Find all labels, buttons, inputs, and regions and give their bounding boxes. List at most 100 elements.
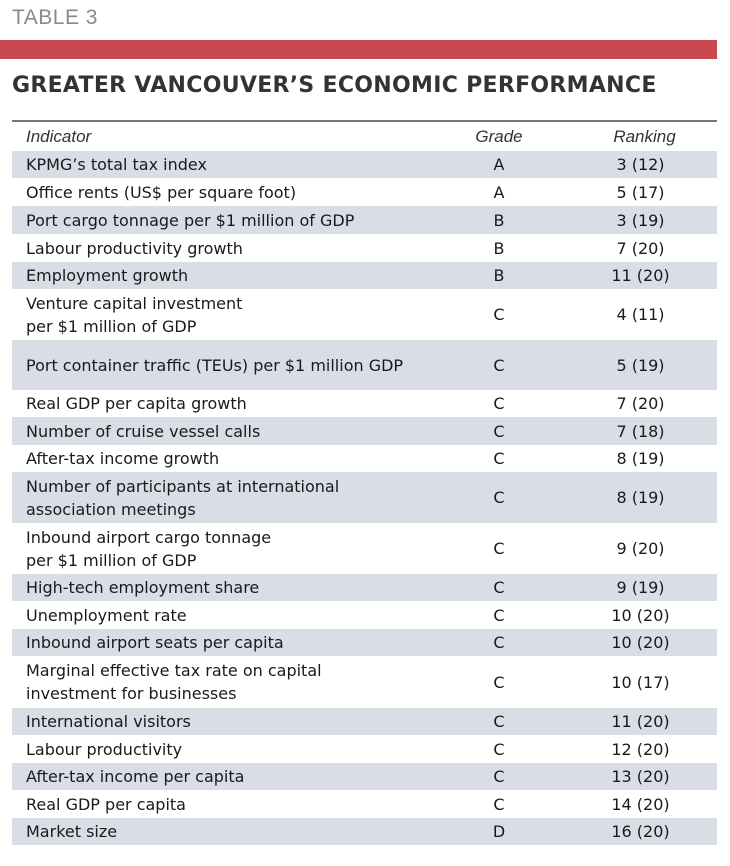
- indicator-line: per $1 million of GDP: [26, 550, 197, 570]
- grade-cell: C: [493, 394, 505, 413]
- ranking-cell: 10 (20): [611, 633, 670, 652]
- grade-cell: C: [493, 305, 505, 324]
- grade-cell: C: [493, 794, 505, 814]
- ranking-cell: 8 (19): [616, 449, 665, 468]
- ranking-cell: 10 (17): [611, 672, 670, 692]
- indicator-cell: Labour productivity growth: [12, 237, 444, 260]
- ranking-cell: 3 (12): [616, 155, 665, 174]
- indicator-line: Real GDP per capita: [26, 794, 186, 814]
- indicator-line: Unemployment rate: [26, 605, 187, 625]
- grade-cell: B: [493, 266, 505, 285]
- table-title: GREATER VANCOUVER’S ECONOMIC PERFORMANCE: [12, 73, 657, 98]
- indicator-cell: Venture capital investment per $1 million…: [12, 292, 444, 338]
- ranking-cell: 9 (19): [616, 578, 665, 597]
- indicator-line: Employment growth: [26, 266, 189, 285]
- table-row: Port container traffic (TEUs) per $1 mil…: [12, 340, 717, 390]
- ranking-cell: 10 (20): [611, 605, 670, 625]
- indicator-line: After-tax income growth: [26, 449, 220, 468]
- indicator-line: KPMG’s total tax index: [26, 155, 207, 174]
- indicator-line: Number of cruise vessel calls: [26, 421, 261, 441]
- indicator-line: investment for businesses: [26, 684, 237, 703]
- ranking-cell: 12 (20): [611, 739, 670, 759]
- indicator-line: Office rents (US$ per square foot): [26, 182, 297, 202]
- table-row: Number of cruise vessel calls C 7 (18): [12, 417, 717, 445]
- ranking-cell: 16 (20): [611, 822, 670, 841]
- grade-cell: C: [493, 449, 505, 468]
- indicator-line: High-tech employment share: [26, 578, 260, 597]
- header-grade: Grade: [475, 126, 523, 146]
- table-row: Unemployment rate C 10 (20): [12, 601, 717, 629]
- indicator-line: Market size: [26, 822, 118, 841]
- table-row: International visitors C 11 (20): [12, 708, 717, 735]
- table-row: Real GDP per capita growth C 7 (20): [12, 390, 717, 417]
- grade-cell: C: [493, 355, 505, 375]
- table-row: After-tax income growth C 8 (19): [12, 445, 717, 472]
- grade-cell: B: [493, 238, 505, 258]
- indicator-line: Port container traffic (TEUs) per $1 mil…: [26, 355, 404, 375]
- indicator-line: International visitors: [26, 712, 191, 731]
- ranking-cell: 11 (20): [611, 266, 670, 285]
- indicator-cell: International visitors: [12, 710, 444, 733]
- indicator-cell: Employment growth: [12, 264, 444, 287]
- table-row: Venture capital investment per $1 million…: [12, 289, 717, 340]
- indicator-line: Inbound airport cargo tonnage: [26, 527, 272, 547]
- grade-cell: C: [493, 633, 505, 652]
- header-ranking: Ranking: [613, 126, 676, 146]
- grade-cell: A: [493, 182, 505, 202]
- indicator-line: Number of participants at international: [26, 476, 340, 496]
- indicator-cell: High-tech employment share: [12, 576, 444, 599]
- grade-cell: B: [493, 210, 505, 230]
- grade-cell: D: [492, 822, 506, 841]
- indicator-line: per $1 million of GDP: [26, 316, 197, 336]
- indicator-line: association meetings: [26, 499, 196, 519]
- table-row: Employment growth B 11 (20): [12, 262, 717, 289]
- table-label: TABLE 3: [12, 6, 98, 29]
- indicator-cell: Real GDP per capita growth: [12, 392, 444, 415]
- table-row: Number of participants at international a…: [12, 472, 717, 523]
- indicator-cell: Labour productivity: [12, 738, 444, 761]
- indicator-line: After-tax income per capita: [26, 767, 245, 786]
- table-row: Port cargo tonnage per $1 million of GDP…: [12, 206, 717, 234]
- ranking-cell: 7 (20): [616, 238, 665, 258]
- table-row: Inbound airport cargo tonnage per $1 mill…: [12, 523, 717, 574]
- table-row: Marginal effective tax rate on capital in…: [12, 656, 717, 708]
- indicator-cell: Number of participants at international a…: [12, 475, 444, 521]
- indicator-cell: After-tax income per capita: [12, 765, 444, 788]
- table-row: KPMG’s total tax index A 3 (12): [12, 151, 717, 178]
- grade-cell: C: [493, 712, 505, 731]
- ranking-cell: 13 (20): [611, 767, 670, 786]
- indicator-cell: Inbound airport cargo tonnage per $1 mill…: [12, 526, 444, 572]
- table-row: Office rents (US$ per square foot) A 5 (17…: [12, 178, 717, 206]
- header-indicator: Indicator: [26, 127, 92, 146]
- ranking-cell: 3 (19): [616, 210, 665, 230]
- table-row: Inbound airport seats per capita C 10 (20): [12, 629, 717, 656]
- indicator-line: Labour productivity growth: [26, 238, 243, 258]
- indicator-cell: After-tax income growth: [12, 447, 444, 470]
- indicator-cell: Unemployment rate: [12, 604, 444, 627]
- ranking-cell: 5 (17): [616, 182, 665, 202]
- ranking-cell: 14 (20): [611, 794, 670, 814]
- indicator-cell: Port cargo tonnage per $1 million of GDP: [12, 209, 444, 232]
- indicator-line: Labour productivity: [26, 739, 183, 759]
- indicator-cell: KPMG’s total tax index: [12, 153, 444, 176]
- indicator-cell: Marginal effective tax rate on capital in…: [12, 659, 444, 705]
- grade-cell: C: [493, 578, 505, 597]
- table-body: KPMG’s total tax index A 3 (12) Office rent…: [12, 151, 717, 845]
- grade-cell: C: [493, 605, 505, 625]
- grade-cell: C: [493, 767, 505, 786]
- table-row: Labour productivity growth B 7 (20): [12, 234, 717, 262]
- table-row: Market size D 16 (20): [12, 818, 717, 845]
- table-row: Labour productivity C 12 (20): [12, 735, 717, 763]
- table-row: High-tech employment share C 9 (19): [12, 574, 717, 601]
- indicator-line: Venture capital investment: [26, 293, 243, 313]
- ranking-cell: 11 (20): [611, 712, 670, 731]
- grade-cell: A: [493, 155, 505, 174]
- ranking-cell: 5 (19): [616, 355, 665, 375]
- performance-table: Indicator Grade Ranking KPMG’s total tax…: [12, 120, 717, 845]
- ranking-cell: 4 (11): [616, 305, 665, 324]
- indicator-cell: Inbound airport seats per capita: [12, 631, 444, 654]
- indicator-line: Marginal effective tax rate on capital: [26, 661, 322, 680]
- indicator-cell: Market size: [12, 820, 444, 843]
- indicator-cell: Port container traffic (TEUs) per $1 mil…: [12, 354, 444, 377]
- grade-cell: C: [493, 488, 505, 507]
